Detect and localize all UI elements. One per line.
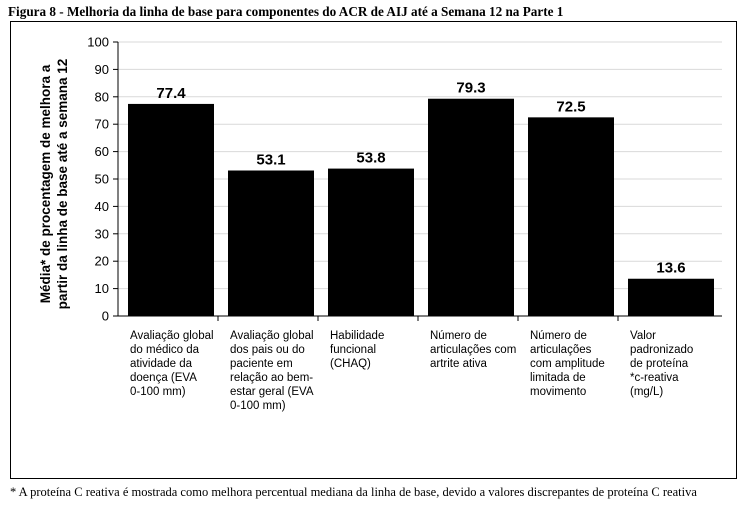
y-tick-label: 20 [95, 254, 109, 269]
category-labels: Avaliação global do médico da atividade da… [130, 316, 693, 412]
gridlines [118, 41, 722, 290]
data-labels: 77.4 53.1 53.8 79.3 72.5 13.6 [156, 80, 685, 277]
bar [528, 117, 614, 316]
data-label: 79.3 [456, 80, 485, 97]
data-label: 13.6 [656, 260, 685, 277]
bar [328, 168, 414, 316]
y-tick-label: 80 [95, 89, 109, 104]
category-label: Valor padronizado de proteína *c-reativa (mg… [630, 330, 693, 398]
y-tick-label: 90 [95, 62, 109, 77]
y-tick-label: 40 [95, 199, 109, 214]
y-axis-ticks: 0 10 20 30 40 50 60 70 80 90 100 [87, 35, 118, 324]
y-tick-label: 50 [95, 172, 109, 187]
bar [628, 278, 714, 316]
category-label: Avaliação global dos pais ou do paciente e… [230, 330, 314, 412]
y-tick-label: 0 [102, 309, 109, 324]
category-label: Avaliação global do médico da atividade da… [130, 330, 214, 398]
y-tick-label: 10 [95, 281, 109, 296]
data-label: 53.8 [356, 150, 385, 167]
chart-frame [10, 21, 737, 479]
footnote: * A proteína C reativa é mostrada como m… [10, 485, 697, 499]
y-axis-title: Média* de procentagem de melhora a partir… [38, 59, 70, 310]
y-axis-title: Média* de procentagem de melhora a partir… [38, 59, 70, 310]
category-label: Número de articulações com artrite ativa [430, 330, 516, 370]
category-label: Número de articulações com amplitude limita… [530, 330, 605, 398]
bar [128, 103, 214, 316]
bars [128, 98, 714, 316]
data-label: 77.4 [156, 85, 186, 102]
figure-title: Figura 8 - Melhoria da linha de base par… [8, 4, 564, 19]
y-tick-label: 30 [95, 226, 109, 241]
bar [428, 98, 514, 316]
data-label: 72.5 [556, 98, 585, 115]
y-tick-label: 60 [95, 144, 109, 159]
y-tick-label: 70 [95, 117, 109, 132]
category-label: Habilidade funcional (CHAQ) [330, 330, 384, 370]
y-tick-label: 100 [87, 35, 109, 50]
data-label: 53.1 [256, 152, 285, 169]
bar [228, 170, 314, 316]
